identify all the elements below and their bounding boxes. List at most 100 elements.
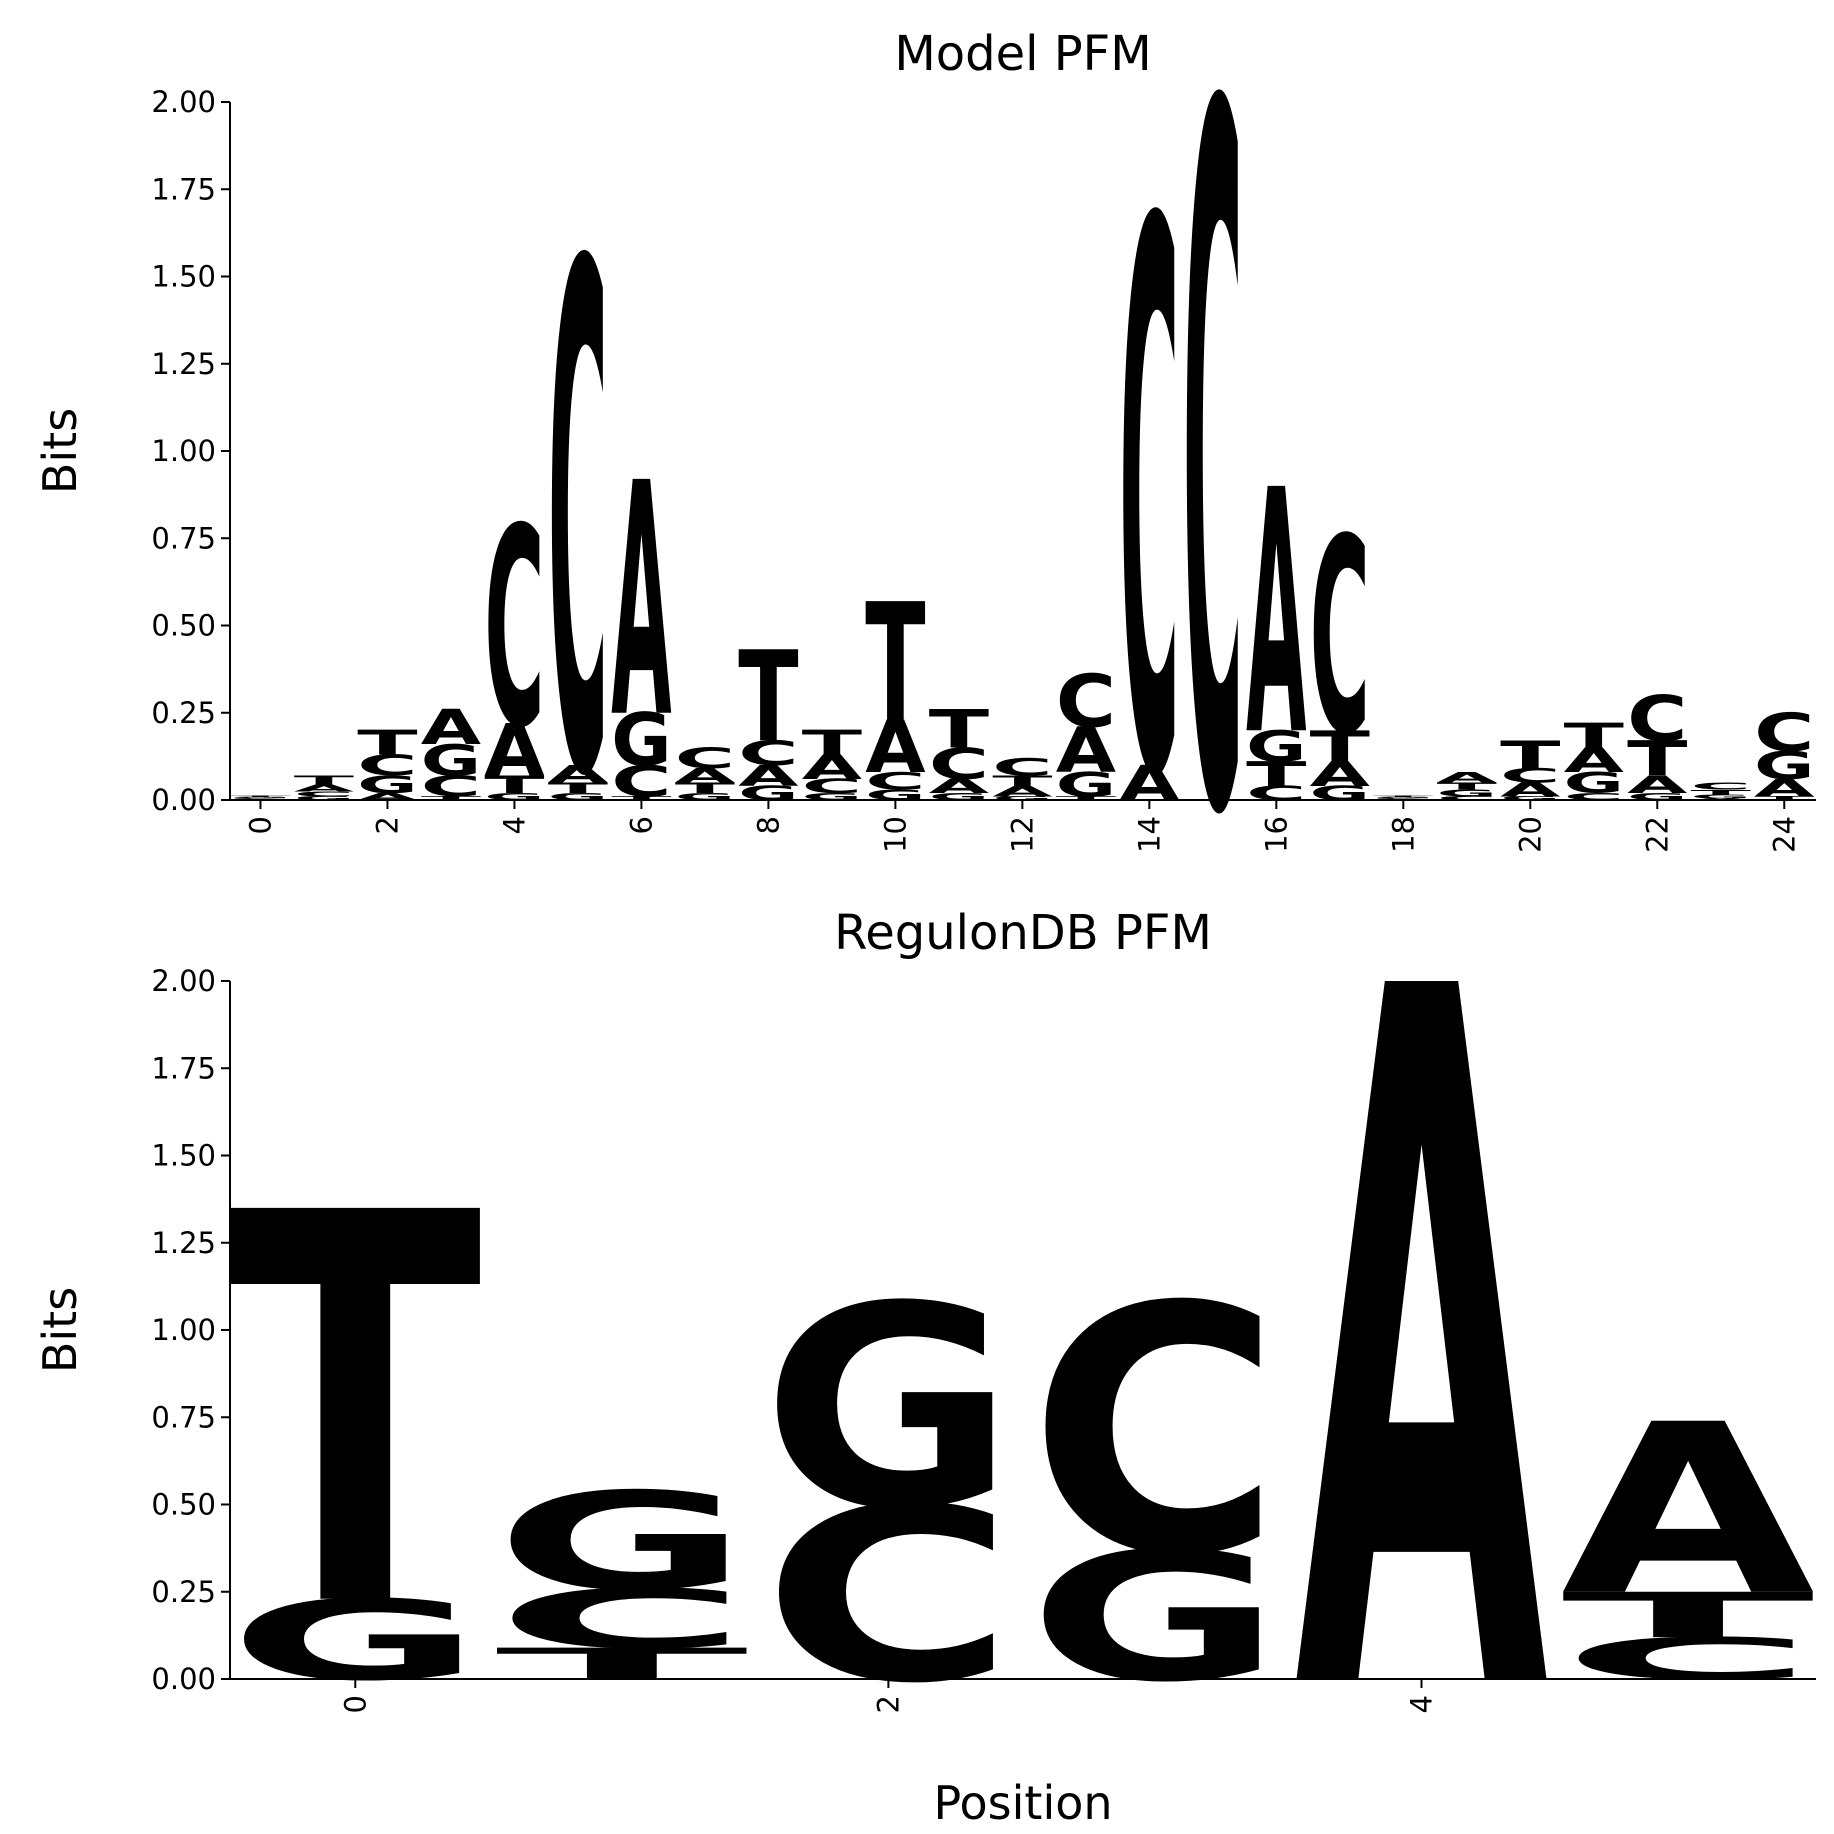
logo-letter: C: [484, 470, 544, 788]
logo-letter: T: [1437, 781, 1498, 792]
logo-letter: T: [1056, 796, 1117, 802]
logo-letter: G: [929, 791, 989, 802]
logo-letter: T: [1246, 755, 1307, 794]
logo-letter: G: [1028, 1515, 1281, 1721]
logo-letter: C: [1437, 796, 1497, 802]
logo-letter: T: [1310, 722, 1371, 772]
logo-letter: C: [230, 798, 290, 800]
x-tick-label: 6: [624, 816, 658, 834]
logo-letter: G: [1754, 743, 1814, 788]
logo-letter: C: [1564, 791, 1624, 802]
logo-letter: T: [1754, 796, 1815, 802]
logo-letter: A: [421, 700, 481, 756]
x-tick-label: 8: [751, 816, 785, 834]
logo-letter: A: [548, 760, 608, 788]
logo-letter: G: [1627, 791, 1687, 802]
logo-letter: T: [1561, 1580, 1816, 1652]
logo-letter: C: [762, 1457, 1015, 1736]
logo-letter: T: [1691, 788, 1752, 796]
logo-letter: A: [675, 765, 735, 787]
logo-letter: T: [738, 627, 798, 771]
logo-letter: T: [611, 796, 672, 802]
logo-letter: A: [1627, 771, 1687, 799]
x-axis-label: Position: [933, 1776, 1112, 1830]
logo-letter: A: [294, 783, 355, 794]
logo-letter: C: [865, 767, 925, 795]
x-tick-label: 24: [1767, 816, 1801, 853]
logo-letter: G: [484, 791, 544, 802]
y-tick-label: 1.50: [151, 1139, 216, 1173]
logo-letter: C: [1056, 660, 1116, 744]
logo-letter: C: [421, 770, 481, 804]
logo-letter: G: [675, 791, 735, 802]
logo-letter: C: [802, 775, 862, 797]
y-tick-label: 0.00: [151, 1662, 216, 1696]
logo-letter: G: [1564, 767, 1624, 801]
y-tick-label: 0.25: [151, 696, 216, 730]
x-tick-label: 22: [1640, 816, 1674, 853]
logo-letter: G: [1246, 722, 1306, 772]
logo-letter: T: [1373, 796, 1434, 798]
y-tick-label: 1.25: [151, 347, 216, 381]
logo-letter: G: [1500, 796, 1560, 802]
logo-letter: A: [1500, 779, 1560, 801]
logo-letter: T: [929, 699, 990, 760]
logo-letter: A: [1310, 755, 1371, 794]
logo-letter: C: [1183, 0, 1243, 1027]
y-tick-label: 0.50: [151, 609, 216, 643]
logo-letter: A: [1754, 774, 1814, 802]
logo-letter: G: [548, 791, 608, 802]
logo-letter: C: [1028, 1234, 1281, 1630]
logo-letter: C: [929, 740, 989, 790]
y-axis-label: Bits: [33, 1287, 87, 1373]
logo-letter: T: [421, 796, 482, 802]
y-tick-label: 1.75: [151, 1051, 216, 1085]
x-tick-label: 20: [1513, 816, 1547, 853]
logo-letter: G: [229, 1577, 482, 1705]
logo-letter: A: [611, 416, 671, 789]
logo-letter: T: [675, 780, 735, 797]
y-axis-label: Bits: [33, 408, 87, 494]
logo-letter: C: [1754, 702, 1814, 763]
logo-letter: G: [421, 736, 481, 786]
logo-letter: C: [738, 734, 798, 773]
logo-letter: A: [929, 775, 989, 797]
logo-letter: A: [484, 709, 544, 793]
logo-letter: G: [1373, 797, 1433, 799]
logo-letter: A: [1246, 419, 1306, 809]
logo-letter: T: [1500, 733, 1561, 778]
logo-letter: A: [738, 760, 799, 794]
y-tick-label: 2.00: [151, 85, 216, 119]
logo-letter: C: [611, 757, 671, 807]
logo-letter: C: [1119, 68, 1179, 943]
x-tick-label: 0: [243, 816, 277, 834]
logo-letter: T: [548, 780, 608, 797]
x-tick-label: 12: [1005, 816, 1039, 853]
x-tick-label: 18: [1386, 816, 1420, 853]
logo-letter: A: [357, 791, 418, 802]
x-tick-label: 10: [878, 816, 912, 853]
x-tick-label: 2: [370, 816, 404, 834]
logo-letter: C: [1310, 481, 1370, 793]
logo-letter: G: [1056, 766, 1116, 805]
x-tick-label: 4: [497, 816, 531, 834]
y-tick-label: 1.25: [151, 1226, 216, 1260]
logo-letter: G: [762, 1248, 1015, 1571]
x-tick-label: 14: [1132, 816, 1166, 853]
logo-letter: A: [1056, 714, 1116, 787]
logo-letter: A: [1295, 790, 1551, 1834]
logo-letter: C: [1691, 781, 1751, 792]
logo-letter: G: [1437, 788, 1497, 799]
y-tick-label: 1.50: [151, 260, 216, 294]
y-tick-label: 0.50: [151, 1488, 216, 1522]
logo-letter: C: [294, 790, 354, 798]
logo-letter: C: [495, 1572, 748, 1667]
logo-letter: C: [548, 121, 608, 929]
y-tick-label: 2.00: [151, 964, 216, 998]
logo-letter: T: [865, 568, 925, 758]
chart-title: RegulonDB PFM: [834, 905, 1212, 961]
x-tick-label: 4: [1404, 1695, 1438, 1713]
logo-letter: A: [865, 705, 925, 789]
logo-letter: C: [675, 742, 735, 776]
logo-letter: G: [1691, 794, 1751, 800]
